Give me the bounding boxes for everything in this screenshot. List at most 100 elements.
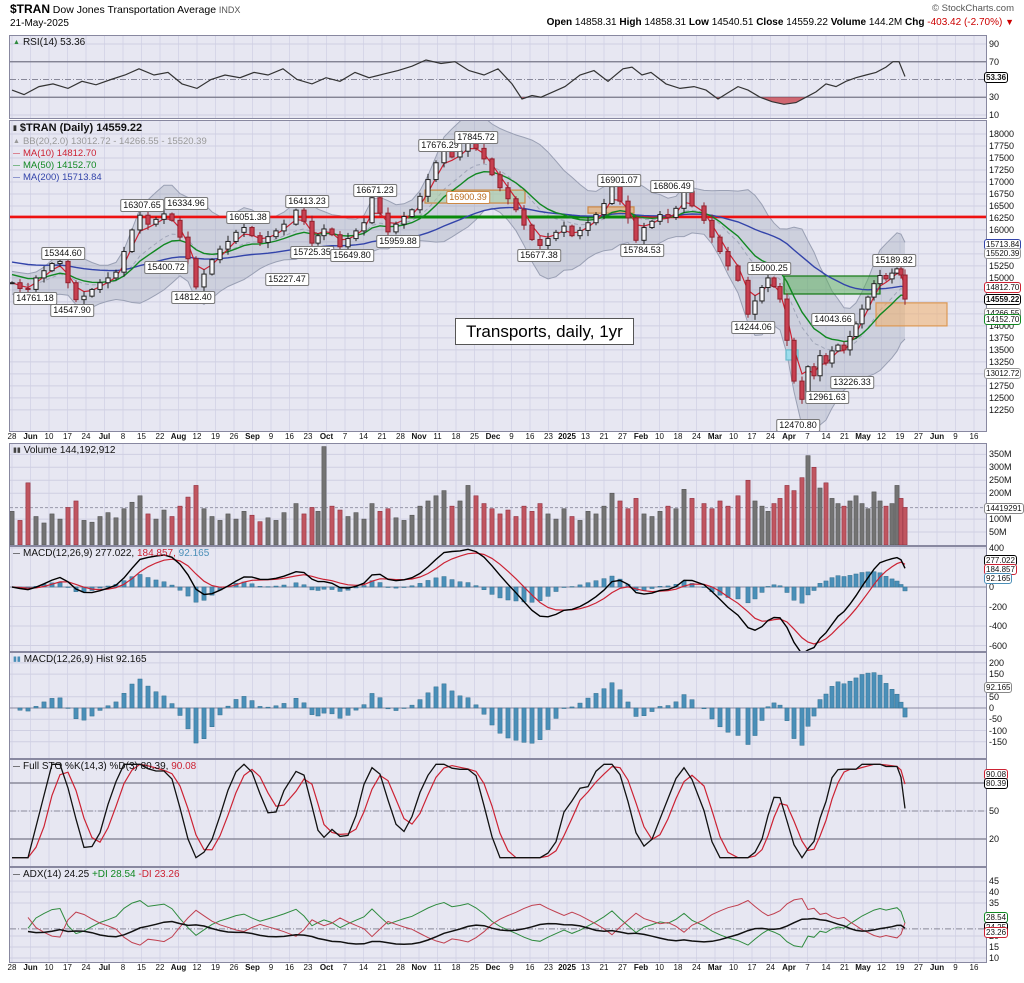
x-axis-tick-label: 14 [821, 963, 831, 972]
axis-tick-label: 0 [989, 582, 995, 592]
x-axis-tick-label: 26 [229, 432, 239, 441]
x-axis-tick-label: Jun [929, 963, 945, 972]
axis-tick-label: 150 [989, 669, 1005, 680]
x-axis-tick-label: 10 [44, 963, 54, 972]
x-axis-tick-label: Jun [23, 432, 38, 441]
x-axis-tick-label: 13 [581, 963, 590, 972]
axis-value-badge: 14812.70 [984, 281, 1022, 293]
axis-tick-label: 13750 [989, 332, 1015, 343]
x-axis-tick-label: 21 [377, 963, 387, 972]
x-axis-tick-label: 24 [692, 963, 701, 972]
x-axis-tick-label: 16 [969, 963, 979, 972]
x-axis-tick-label: Mar [707, 432, 723, 441]
x-axis-tick-label: 15 [137, 432, 146, 441]
x-axis-tick-label: 21 [840, 963, 849, 972]
x-axis-tick-label: 21 [840, 432, 849, 441]
zone-price-label: 16900.39 [446, 191, 490, 204]
axis-tick-label: 50M [989, 527, 1007, 538]
bars-icon: ▮▮ [13, 447, 21, 454]
price-callout-label: 16051.38 [226, 211, 270, 224]
axis-value-badge: 92.165 [984, 682, 1013, 694]
price-callout-label: 12961.63 [805, 391, 849, 404]
axis-tick-label: 40 [989, 886, 1000, 897]
line-icon: — [13, 150, 20, 157]
chg-dropdown-arrow[interactable]: ▼ [1005, 17, 1014, 27]
axis-tick-label: 350M [989, 449, 1012, 460]
macd-value-2: 184.857, [136, 548, 176, 559]
x-axis-tick-label: 8 [120, 432, 126, 441]
x-axis-tick-label: 23 [303, 963, 313, 972]
x-axis-tick-label: 11 [433, 963, 442, 972]
price-callout-label: 14043.66 [811, 313, 855, 326]
hist-legend-text: MACD(12,26,9) Hist 92.165 [23, 654, 147, 665]
axis-tick-label: 0 [989, 702, 995, 713]
x-axis-tick-label: 13 [581, 432, 590, 441]
x-axis-tick-label: 18 [451, 963, 461, 972]
price-legend-title-row: ▮ $TRAN (Daily) 14559.22 [13, 122, 207, 136]
ma10-legend-text: MA(10) 14812.70 [23, 148, 97, 159]
x-axis-tick-label: 14 [359, 963, 368, 972]
axis-tick-label: 17250 [989, 164, 1015, 175]
x-axis-tick-label: 9 [268, 963, 274, 972]
line-icon: — [13, 174, 20, 181]
x-axis-tick-label: Nov [411, 963, 427, 972]
axis-tick-label: 15000 [989, 272, 1015, 283]
x-axis-tick-label: 16 [969, 432, 979, 441]
price-callout-label: 13226.33 [830, 376, 874, 389]
x-axis-tick-label: 23 [303, 432, 313, 441]
x-axis-tick-label: 12 [192, 432, 202, 441]
x-axis-tick-label: Sep [245, 963, 260, 972]
adx-plot [10, 868, 986, 962]
axis-tick-label: 45 [989, 875, 1000, 886]
candlestick-icon: ▮ [13, 125, 17, 132]
volume-legend: ▮▮ Volume 144,192,912 [13, 445, 115, 457]
price-callout-label: 16307.65 [120, 199, 164, 212]
axis-tick-label: 10 [989, 953, 1000, 964]
axis-value-badge: 14419291 [984, 502, 1024, 514]
price-callout-label: 15649.80 [330, 249, 374, 262]
x-axis-tick-label: 2025 [558, 432, 576, 441]
price-callout-label: 16901.07 [597, 174, 641, 187]
axis-tick-label: 35 [989, 898, 1000, 908]
price-callout-label: 15189.82 [872, 254, 916, 267]
macd-panel: — MACD(12,26,9) 277.022, 184.857, 92.165 [10, 547, 986, 651]
axis-tick-label: -100 [989, 725, 1008, 736]
x-axis-tick-label: 28 [7, 432, 17, 441]
sto-axis: 50 20 90.08 80.39 [984, 760, 1024, 866]
adx-axis: 45403520151028.5424.2523.26 [984, 868, 1024, 964]
stochastics-plot [10, 760, 986, 866]
quote-bar: Open 14858.31 High 14858.31 Low 14540.51… [547, 17, 1014, 28]
axis-tick-label: 13250 [989, 356, 1015, 367]
x-axis-tick-label: 10 [729, 432, 738, 441]
axis-value-badge: 14152.70 [984, 313, 1022, 325]
x-axis-tick-label: 19 [211, 432, 220, 441]
ma200-legend-text: MA(200) 15713.84 [23, 172, 102, 183]
axis-tick-label: 30 [989, 92, 1000, 103]
x-axis-tick-label: Dec [485, 963, 501, 972]
x-axis-tick-label: 24 [766, 432, 775, 441]
x-axis-tick-label: Jul [98, 432, 111, 441]
ma200-legend-row: — MA(200) 15713.84 [13, 172, 207, 184]
macd-legend: — MACD(12,26,9) 277.022, 184.857, 92.165 [13, 548, 209, 560]
x-axis-tick-label: Oct [319, 963, 334, 972]
area-chart-icon: ▲ [13, 39, 20, 46]
x-axis-tick-label: 24 [81, 432, 91, 441]
x-axis-tick-label: 22 [155, 963, 165, 972]
x-axis-tick-label: 7 [342, 963, 348, 972]
x-axis-tick-label: 14 [359, 432, 368, 441]
x-axis-tick-label: Apr [782, 432, 796, 441]
x-axis-tick-label: 21 [377, 432, 387, 441]
axis-tick-label: 90 [989, 38, 1000, 49]
price-callout-label: 15344.60 [41, 247, 85, 260]
x-axis-tick-label: May [855, 432, 871, 441]
x-axis-tick-label: 18 [673, 432, 683, 441]
price-callout-label: 15400.72 [144, 261, 188, 274]
axis-tick-label: 12750 [989, 380, 1015, 391]
x-axis-tick-label: 9 [509, 963, 514, 972]
x-axis-tick-label: 14 [821, 432, 831, 441]
axis-tick-label: 10 [989, 109, 1000, 120]
axis-tick-label: 50 [989, 805, 1000, 816]
axis-tick-label: 20 [989, 834, 1000, 844]
price-legend: ▮ $TRAN (Daily) 14559.22 ▲ BB(20,2.0) 1301… [13, 122, 207, 184]
